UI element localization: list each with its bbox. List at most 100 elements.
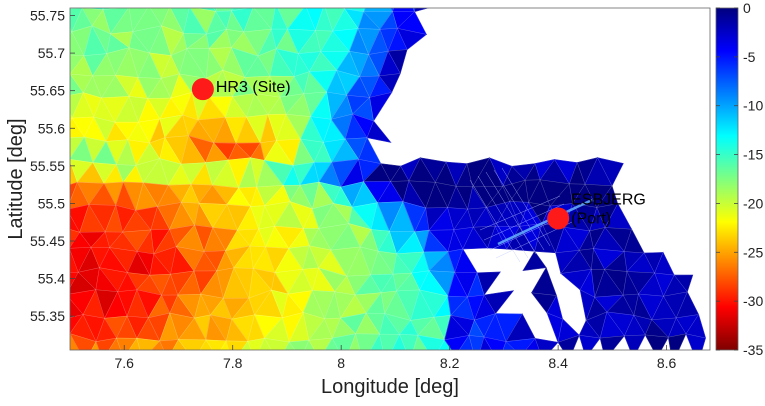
- mesh-cell-edge: [160, 73, 180, 99]
- mesh-cell-edge: [62, 360, 86, 385]
- mesh-cell-edge: [147, 294, 171, 319]
- mesh-cell-edge: [378, 73, 401, 93]
- mesh-cell-edge: [177, 293, 202, 319]
- mesh-cell-edge: [180, 183, 200, 204]
- mesh-cell-edge: [643, 252, 664, 274]
- mesh-cell-edge: [71, 116, 95, 138]
- mesh-cell-edge: [138, 360, 157, 383]
- mesh-cell-edge: [289, 184, 313, 210]
- mesh-cell-edge: [142, 182, 169, 208]
- mesh-cell: [70, 333, 97, 350]
- mesh-cell-edge: [584, 183, 613, 208]
- mesh-cell-edge: [534, 159, 556, 181]
- mesh-cell-edge: [88, 182, 117, 206]
- mesh-cell-edge: [313, 162, 333, 183]
- mesh-cell-edge: [370, 229, 390, 252]
- mesh-cell: [194, 357, 217, 383]
- mesh-cell-edge: [248, 267, 272, 299]
- mesh-cell-edge: [624, 314, 646, 337]
- mesh-cell-edge: [90, 231, 110, 248]
- mesh-cell-edge: [524, 162, 541, 181]
- mesh-cell-edge: [302, 289, 325, 320]
- mesh-cell-edge: [663, 274, 688, 297]
- mesh-cell-edge: [279, 76, 305, 98]
- mesh-cell-edge: [549, 183, 573, 207]
- mesh-cell-edge: [354, 274, 382, 296]
- mesh-cell-edge: [332, 203, 353, 225]
- mesh-cell-edge: [292, 138, 315, 166]
- mesh-cell-edge: [293, 71, 310, 95]
- mesh-cell-edge: [572, 203, 598, 232]
- mesh-cell-edge: [98, 267, 128, 293]
- mesh-cell: [272, 0, 287, 4]
- mesh-cell-edge: [346, 246, 371, 277]
- mesh-cell-edge: [458, 334, 474, 350]
- depth-mesh: [70, 0, 707, 383]
- mesh-cell-edge: [205, 314, 227, 342]
- mesh-cell-edge: [322, 138, 346, 163]
- mesh-cell-edge: [391, 333, 407, 350]
- mesh-cell-edge: [212, 227, 238, 252]
- mesh-cell-edge: [303, 71, 328, 94]
- mesh-cell-edge: [70, 55, 93, 77]
- mesh-cell-edge: [246, 114, 269, 144]
- mesh-cell-edge: [205, 339, 227, 350]
- mesh-cell: [557, 334, 580, 350]
- mesh-cell-edge: [359, 75, 380, 98]
- mesh-cell-edge: [128, 31, 151, 54]
- mesh-cell: [392, 8, 415, 13]
- mesh-cell: [462, 226, 489, 250]
- mesh-cell-edge: [149, 25, 172, 56]
- mesh-cell: [476, 362, 498, 378]
- mesh-cell-edge: [278, 358, 301, 379]
- mesh-cell-edge: [182, 114, 199, 137]
- mesh-cell-edge: [463, 364, 489, 383]
- mesh-cell-edge: [685, 333, 706, 350]
- mesh-cell: [463, 364, 489, 383]
- mesh-cell-edge: [392, 272, 413, 292]
- mesh-cell-edge: [654, 251, 675, 276]
- mesh-cell-edge: [472, 225, 496, 249]
- mesh-cell-edge: [104, 315, 128, 339]
- mesh-cell-edge: [300, 138, 324, 163]
- mesh-cell-edge: [194, 314, 211, 341]
- mesh-cell-edge: [302, 267, 319, 292]
- mesh-cell-edge: [250, 186, 266, 207]
- mesh-cell-edge: [392, 8, 415, 12]
- mesh-cell-edge: [243, 28, 272, 57]
- mesh-cell-edge: [230, 47, 259, 78]
- mesh-cell-edge: [531, 267, 557, 296]
- mesh-cell-edge: [285, 93, 312, 117]
- mesh-cell: [623, 334, 646, 350]
- mesh-cell-edge: [499, 356, 521, 380]
- mesh-cell-edge: [159, 114, 184, 139]
- mesh-cell-edge: [126, 315, 149, 339]
- mesh-cell-edge: [288, 227, 310, 249]
- mesh-cell-edge: [103, 181, 124, 206]
- mesh-cell-edge: [115, 164, 137, 183]
- mesh-cell-edge: [606, 311, 635, 337]
- mesh-cell-edge: [378, 50, 401, 77]
- mesh-cell-edge: [624, 334, 646, 350]
- mesh-cell-edge: [370, 273, 394, 294]
- mesh-cell-edge: [546, 312, 563, 344]
- mesh-cell-edge: [71, 8, 93, 33]
- mesh-cell-edge: [248, 0, 272, 7]
- mesh-cell-edge: [368, 50, 389, 77]
- mesh-cell-edge: [272, 0, 287, 4]
- mesh-cell-edge: [70, 314, 84, 334]
- mesh-cell-edge: [233, 245, 254, 269]
- mesh-cell-edge: [354, 292, 382, 314]
- mesh-cell-edge: [447, 295, 468, 316]
- mesh-cell-edge: [638, 272, 664, 297]
- mesh-cell-edge: [604, 250, 628, 272]
- mesh-cell-edge: [244, 55, 271, 78]
- mesh-cell-edge: [128, 96, 149, 123]
- mesh-cell-edge: [473, 294, 496, 321]
- mesh-cell-edge: [271, 272, 289, 295]
- mesh-cell-edge: [249, 245, 267, 270]
- mesh-cell-edge: [318, 223, 350, 251]
- mesh-cell-edge: [81, 8, 104, 27]
- mesh-cell: [129, 0, 149, 7]
- mesh-cell-edge: [271, 28, 289, 50]
